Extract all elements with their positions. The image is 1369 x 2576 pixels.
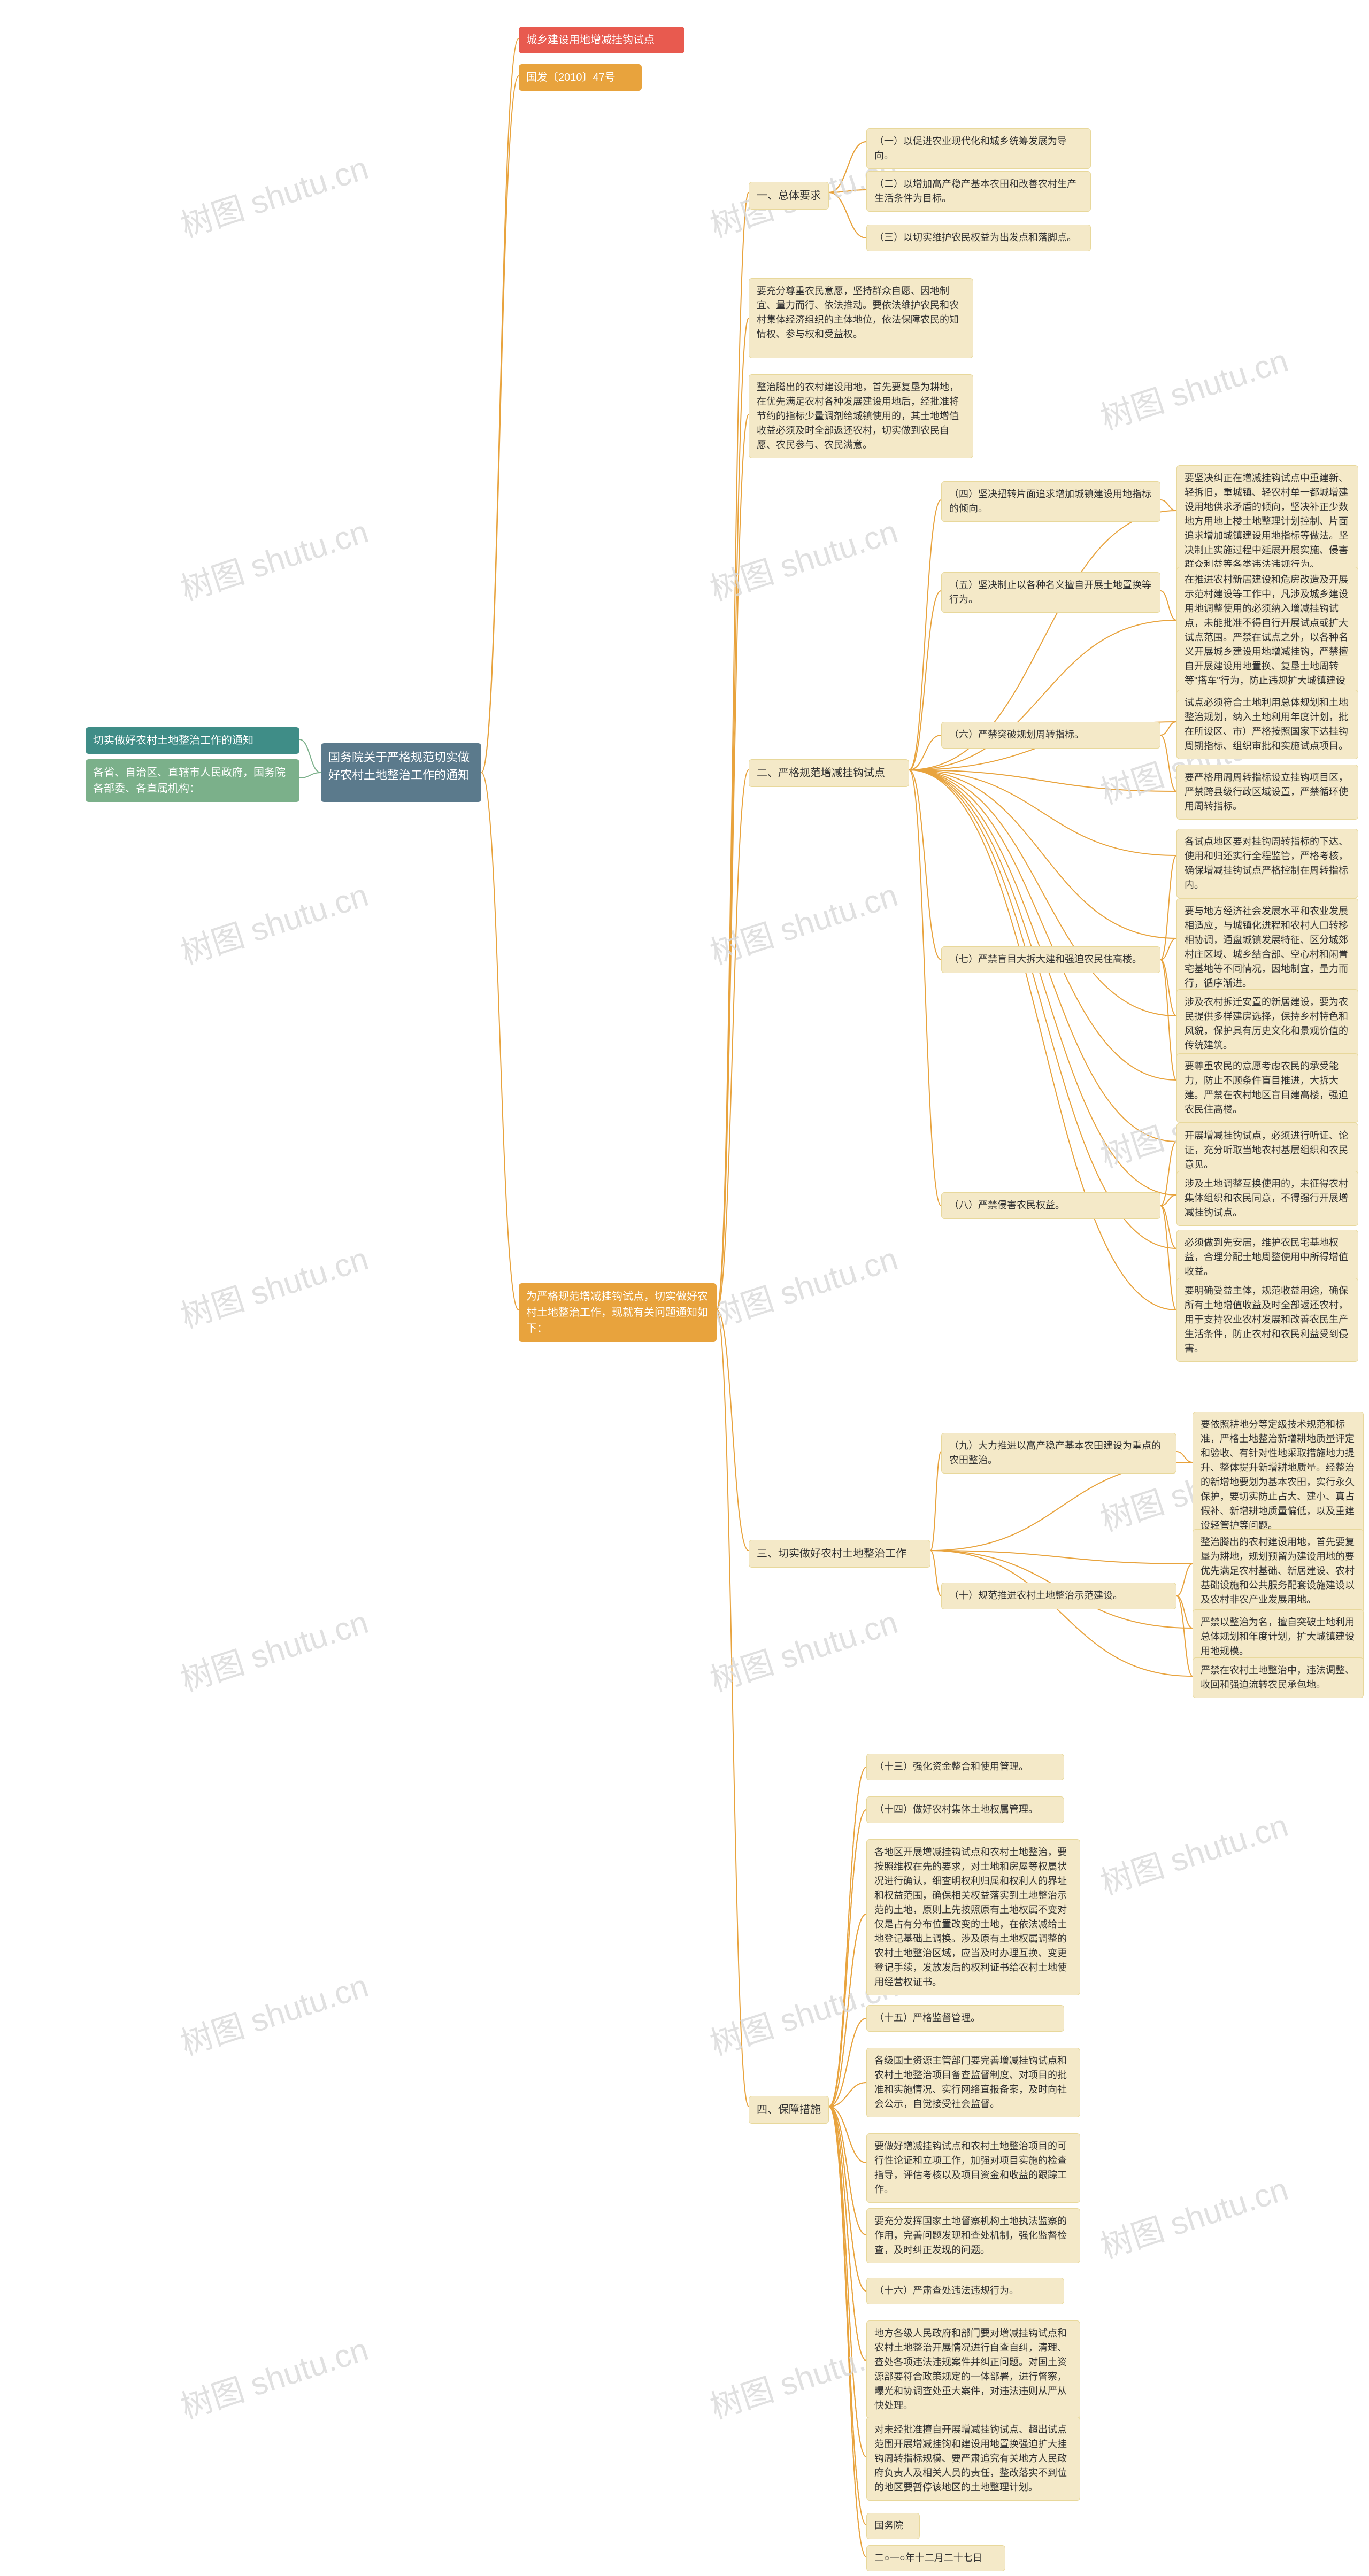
leaf-node[interactable]: （十）规范推进农村土地整治示范建设。 [941, 1583, 1176, 1609]
mindmap-canvas: 树图 shutu.cn 树图 shutu.cn 树图 shutu.cn 树图 shut… [0, 0, 1369, 2576]
leaf-node[interactable]: （五）坚决制止以各种名义擅自开展土地置换等行为。 [941, 572, 1160, 613]
leaf-node[interactable]: 要尊重农民的意愿考虑农民的承受能力，防止不顾条件盲目推进，大拆大建。严禁在农村地… [1176, 1053, 1358, 1123]
leaf-node[interactable]: 要与地方经济社会发展水平和农业发展相适应，与城镇化进程和农村人口转移相协调，通盘… [1176, 898, 1358, 997]
leaf-node[interactable]: 要充分发挥国家土地督察机构土地执法监察的作用，完善问题发现和查处机制，强化监督检… [866, 2208, 1080, 2263]
leaf-node[interactable]: 各级国土资源主管部门要完善增减挂钩试点和农村土地整治项目备查监督制度、对项目的批… [866, 2048, 1080, 2117]
leaf-node[interactable]: 要严格用周周转指标设立挂钩项目区，严禁跨县级行政区域设置，严禁循环使用周转指标。 [1176, 765, 1358, 820]
leaf-node[interactable]: 国务院 [866, 2513, 920, 2539]
leaf-node[interactable]: （六）严禁突破规划周转指标。 [941, 722, 1160, 749]
leaf-node[interactable]: 要依照耕地分等定级技术规范和标准，严格土地整治新增耕地质量评定和验收、有针对性地… [1193, 1412, 1364, 1539]
watermark: 树图 shutu.cn [1094, 2163, 1293, 2268]
leaf-node[interactable]: 涉及农村拆迁安置的新居建设，要为农民提供多样建房选择，保持乡村特色和风貌，保护具… [1176, 989, 1358, 1059]
leaf-node[interactable]: 严禁以整治为名，擅自突破土地利用总体规划和年度计划，扩大城镇建设用地规模。 [1193, 1609, 1364, 1664]
leaf-node[interactable]: 各地区开展增减挂钩试点和农村土地整治，要按照维权在先的要求，对土地和房屋等权属状… [866, 1839, 1080, 1995]
leaf-node[interactable]: 要坚决纠正在增减挂钩试点中重建新、轻拆旧，重城镇、轻农村单一都城增建设用地供求矛… [1176, 465, 1358, 578]
leaf-node[interactable]: 试点必须符合土地利用总体规划和土地整治规划，纳入土地利用年度计划，批在所设区、市… [1176, 690, 1358, 759]
right-node-r2[interactable]: 国发〔2010〕47号 [519, 64, 642, 91]
leaf-node[interactable]: （二）以增加高产稳产基本农田和改善农村生产生活条件为目标。 [866, 171, 1091, 212]
section-s3[interactable]: 三、切实做好农村土地整治工作 [749, 1540, 930, 1568]
leaf-node[interactable]: 要充分尊重农民意愿，坚持群众自愿、因地制宜、量力而行、依法推动。要依法维护农民和… [749, 278, 973, 358]
watermark: 树图 shutu.cn [174, 1960, 373, 2064]
section-s4[interactable]: 四、保障措施 [749, 2096, 829, 2124]
watermark: 树图 shutu.cn [703, 869, 903, 974]
right-node-r1[interactable]: 城乡建设用地增减挂钩试点 [519, 27, 684, 53]
leaf-node[interactable]: 整治腾出的农村建设用地，首先要复垦为耕地，在优先满足农村各种发展建设用地后，经批… [749, 374, 973, 458]
leaf-node[interactable]: （四）坚决扭转片面追求增加城镇建设用地指标的倾向。 [941, 481, 1160, 522]
leaf-node[interactable]: （十三）强化资金整合和使用管理。 [866, 1754, 1064, 1780]
leaf-node[interactable]: （十五）严格监督管理。 [866, 2005, 1064, 2032]
leaf-node[interactable]: 涉及土地调整互换使用的，未征得农村集体组织和农民同意，不得强行开展增减挂钩试点。 [1176, 1171, 1358, 1226]
leaf-node[interactable]: （十六）严肃查处违法违规行为。 [866, 2278, 1064, 2304]
leaf-node[interactable]: 地方各级人民政府和部门要对增减挂钩试点和农村土地整治开展情况进行自查自纠，清理、… [866, 2320, 1080, 2419]
leaf-node[interactable]: 必须做到先安居，维护农民宅基地权益，合理分配土地周整使用中所得增值收益。 [1176, 1230, 1358, 1285]
watermark: 树图 shutu.cn [174, 2324, 373, 2428]
watermark: 树图 shutu.cn [1094, 1800, 1293, 1904]
leaf-node[interactable]: （八）严禁侵害农民权益。 [941, 1192, 1160, 1219]
leaf-node[interactable]: 对未经批准擅自开展增减挂钩试点、超出试点范围开展增减挂钩和建设用地置换强迫扩大挂… [866, 2417, 1080, 2501]
watermark: 树图 shutu.cn [703, 1596, 903, 1701]
watermark: 树图 shutu.cn [703, 1233, 903, 1337]
root-node[interactable]: 国务院关于严格规范切实做好农村土地整治工作的通知 [321, 743, 481, 802]
leaf-node[interactable]: （七）严禁盲目大拆大建和强迫农民住高楼。 [941, 946, 1160, 973]
leaf-node[interactable]: （三）以切实维护农民权益为出发点和落脚点。 [866, 225, 1091, 251]
section-s2[interactable]: 二、严格规范增减挂钩试点 [749, 759, 909, 787]
leaf-node[interactable]: 开展增减挂钩试点，必须进行听证、论证，充分听取当地农村基层组织和农民意见。 [1176, 1123, 1358, 1178]
watermark: 树图 shutu.cn [174, 1233, 373, 1337]
watermark: 树图 shutu.cn [1094, 335, 1293, 439]
left-branch-l1[interactable]: 切实做好农村土地整治工作的通知 [86, 727, 299, 754]
leaf-node[interactable]: 二○一○年十二月二十七日 [866, 2545, 1005, 2571]
leaf-node[interactable]: 在推进农村新居建设和危房改造及开展示范村建设等工作中，凡涉及城乡建设用地调整使用… [1176, 567, 1358, 708]
left-branch-l2[interactable]: 各省、自治区、直辖市人民政府，国务院各部委、各直属机构： [86, 759, 299, 802]
leaf-node[interactable]: （一）以促进农业现代化和城乡统筹发展为导向。 [866, 128, 1091, 169]
watermark: 树图 shutu.cn [174, 1596, 373, 1701]
leaf-node[interactable]: 整治腾出的农村建设用地，首先要复垦为耕地，规划预留为建设用地的要优先满足农村基础… [1193, 1529, 1364, 1613]
leaf-node[interactable]: （九）大力推进以高产稳产基本农田建设为重点的农田整治。 [941, 1433, 1176, 1474]
right-node-r3[interactable]: 为严格规范增减挂钩试点，切实做好农村土地整治工作，现就有关问题通知如下： [519, 1283, 717, 1342]
watermark: 树图 shutu.cn [703, 506, 903, 610]
leaf-node[interactable]: （十四）做好农村集体土地权属管理。 [866, 1796, 1064, 1823]
leaf-node[interactable]: 要明确受益主体，规范收益用途，确保所有土地增值收益及时全部返还农村，用于支持农业… [1176, 1278, 1358, 1362]
leaf-node[interactable]: 要做好增减挂钩试点和农村土地整治项目的可行性论证和立项工作，加强对项目实施的检查… [866, 2133, 1080, 2203]
leaf-node[interactable]: 严禁在农村土地整治中，违法调整、收回和强迫流转农民承包地。 [1193, 1657, 1364, 1698]
watermark: 树图 shutu.cn [174, 142, 373, 246]
leaf-node[interactable]: 各试点地区要对挂钩周转指标的下达、使用和归还实行全程监管，严格考核，确保增减挂钩… [1176, 829, 1358, 898]
section-s1[interactable]: 一、总体要求 [749, 182, 829, 210]
watermark: 树图 shutu.cn [174, 506, 373, 610]
watermark: 树图 shutu.cn [174, 869, 373, 974]
